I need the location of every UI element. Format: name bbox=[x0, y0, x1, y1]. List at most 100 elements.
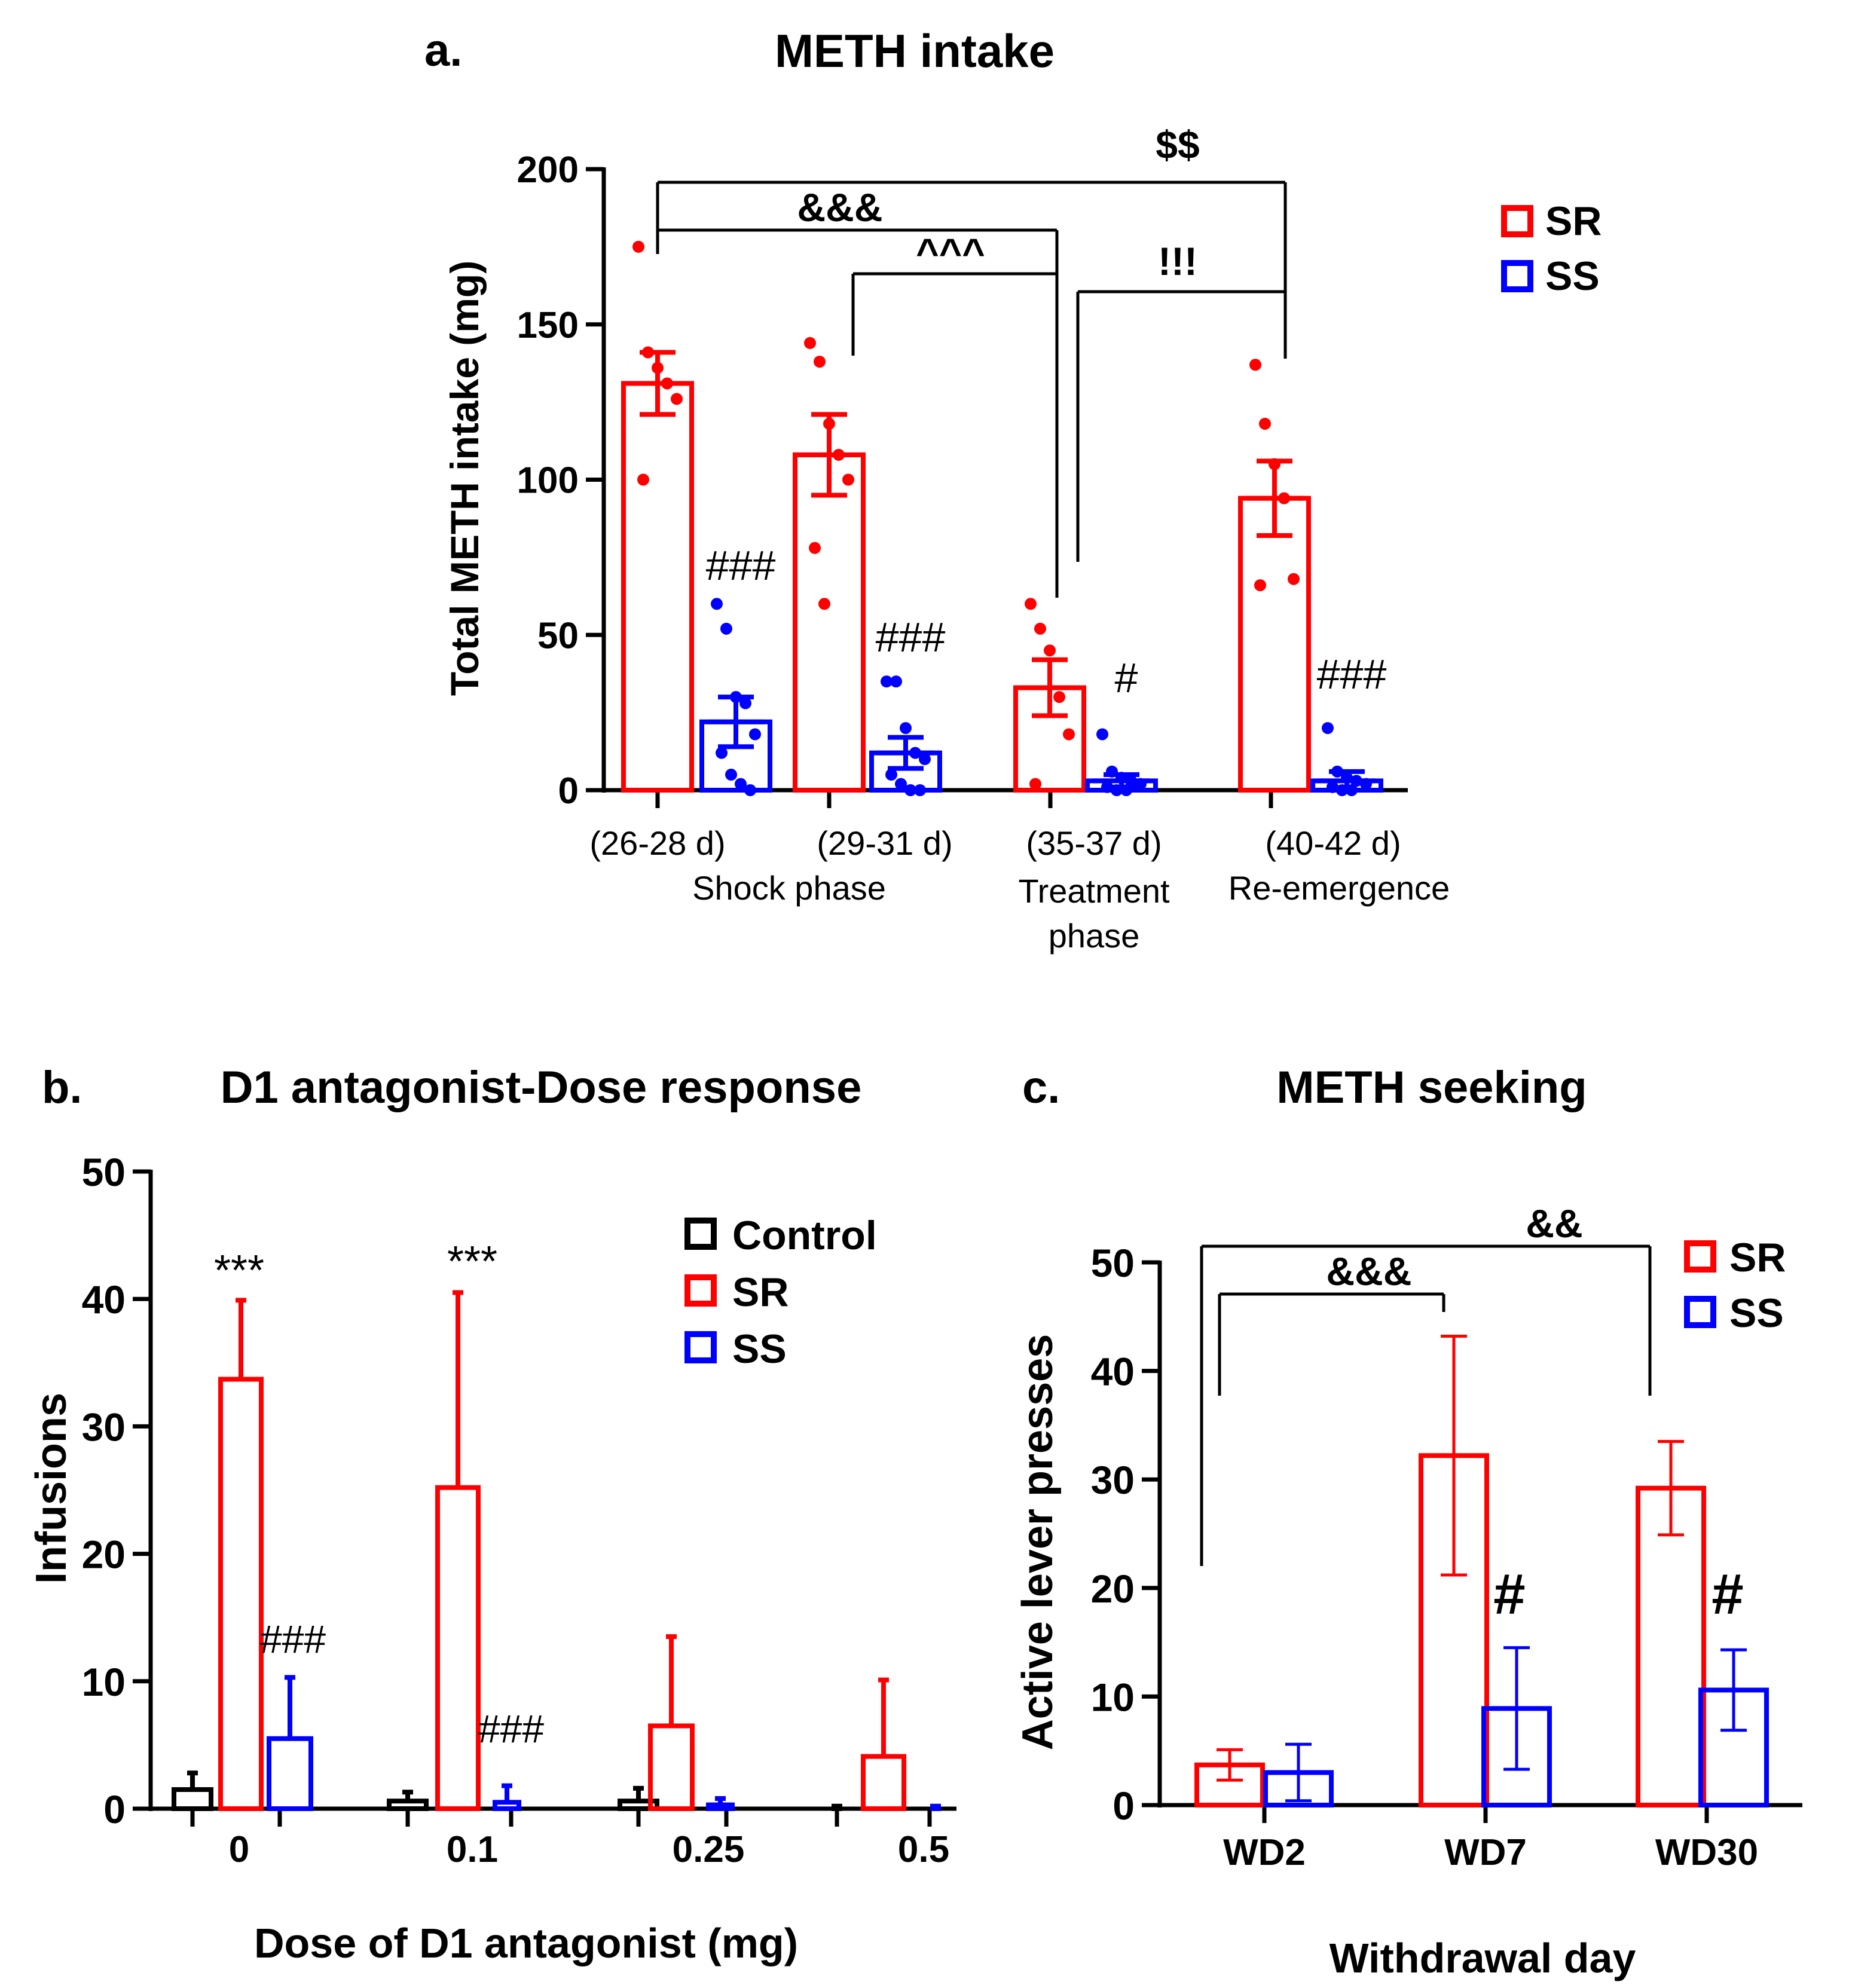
panel-b-annotation-ss-01: ### bbox=[478, 1706, 544, 1751]
panel-a-point-ss-0-0 bbox=[711, 598, 723, 610]
panel-a-bracket-label-3: !!! bbox=[1158, 239, 1197, 283]
panel-a-point-sr-0-3 bbox=[661, 377, 673, 390]
panel-a-point-sr-0-1 bbox=[642, 346, 654, 359]
panel-b-bar-sr-3 bbox=[861, 1754, 906, 1811]
panel-a-phase-reemergence: Re-emergence bbox=[1228, 869, 1450, 907]
panel-a-ytick-label-3: 150 bbox=[517, 305, 579, 346]
panel-b-ytick-label-2: 20 bbox=[82, 1533, 126, 1577]
panel-a-point-ss-3-4 bbox=[1360, 778, 1372, 790]
panel-a-point-ss-2-2 bbox=[1115, 772, 1127, 784]
panel-a-point-ss-1-6 bbox=[895, 778, 907, 790]
panel-a-point-ss-0-6 bbox=[725, 769, 737, 781]
panel-b-ytick-label-1: 10 bbox=[82, 1660, 126, 1704]
panel-a-point-sr-3-2 bbox=[1269, 458, 1280, 470]
panel-a-cat-3: (40-42 d) bbox=[1265, 824, 1401, 862]
panel-c-xlabel: Withdrawal day bbox=[1330, 1935, 1636, 1981]
panel-a-point-ss-1-0 bbox=[881, 675, 893, 688]
panel-b-ytick-label-4: 40 bbox=[82, 1277, 126, 1322]
panel-c-ytick-label-0: 0 bbox=[1113, 1784, 1135, 1828]
panel-c-ytick-label-2: 20 bbox=[1091, 1567, 1135, 1611]
panel-a-point-ss-2-0 bbox=[1096, 728, 1108, 741]
panel-a-within-label-0: ### bbox=[706, 542, 776, 589]
panel-b-ytick-label-5: 50 bbox=[82, 1150, 126, 1194]
panel-a-point-sr-2-4 bbox=[1063, 728, 1075, 741]
panel-a-point-sr-3-4 bbox=[1288, 573, 1300, 585]
panel-a-point-ss-3-5 bbox=[1327, 781, 1338, 793]
legend-label-control: Control bbox=[732, 1213, 877, 1258]
panel-a-cat-2: (35-37 d) bbox=[1026, 824, 1162, 862]
panel-a-point-ss-2-7 bbox=[1120, 784, 1132, 796]
legend-swatch-control bbox=[684, 1218, 717, 1250]
panel-a-point-ss-2-1 bbox=[1106, 765, 1118, 778]
panel-c-bars bbox=[1194, 1334, 1769, 1808]
panel-a-point-ss-0-3 bbox=[739, 697, 751, 709]
legend-swatch-ss bbox=[1501, 260, 1533, 292]
panel-c-letter: c. bbox=[1022, 1062, 1060, 1113]
panel-b-title: D1 antagonist-Dose response bbox=[221, 1062, 862, 1113]
panel-a-within-label-1: ### bbox=[876, 614, 946, 660]
panel-a-point-ss-3-6 bbox=[1336, 784, 1348, 796]
panel-a-ytick-label-0: 0 bbox=[558, 770, 579, 812]
panel-a-bars bbox=[621, 350, 1383, 793]
panel-b-bar-control-0 bbox=[172, 1787, 213, 1812]
legend-swatch-ss-c bbox=[1684, 1296, 1716, 1328]
panel-b-bar-sr-2 bbox=[648, 1723, 695, 1811]
panel-a-point-sr-0-5 bbox=[637, 473, 649, 486]
legend-label-sr: SR bbox=[1545, 198, 1602, 244]
panel-a-points bbox=[632, 240, 1372, 796]
panel-a-ytick-label-2: 100 bbox=[517, 460, 579, 501]
panel-b-cat-1: 0.1 bbox=[447, 1829, 498, 1870]
panel-a-point-ss-1-5 bbox=[885, 769, 897, 781]
panel-a-point-ss-2-4 bbox=[1135, 778, 1147, 790]
panel-a-bracket-label-1: &&& bbox=[797, 185, 883, 230]
panel-c-legend: SR SS bbox=[1684, 1235, 1786, 1336]
panel-c-bracket-label-0: &&& bbox=[1327, 1249, 1412, 1293]
legend-swatch-sr-b bbox=[684, 1274, 717, 1307]
legend-label-ss: SS bbox=[1545, 253, 1600, 299]
panel-a-cat-1: (29-31 d) bbox=[817, 824, 952, 862]
panel-a-point-sr-3-5 bbox=[1254, 579, 1266, 592]
panel-a-point-sr-1-3 bbox=[833, 448, 845, 461]
panel-a-point-ss-2-6 bbox=[1111, 784, 1123, 796]
panel-a-point-ss-3-1 bbox=[1331, 765, 1343, 778]
panel-a-point-sr-3-3 bbox=[1278, 492, 1290, 504]
panel-a-point-sr-0-0 bbox=[632, 240, 644, 253]
panel-a-point-sr-1-1 bbox=[814, 356, 826, 368]
panel-a-point-sr-2-1 bbox=[1034, 622, 1046, 635]
panel-a-point-ss-1-1 bbox=[890, 675, 902, 688]
panel-a-point-ss-0-2 bbox=[730, 691, 742, 704]
panel-b-cat-2: 0.25 bbox=[673, 1829, 745, 1870]
panel-b-letter: b. bbox=[42, 1062, 82, 1113]
panel-b-annotation-sr-01: *** bbox=[447, 1238, 497, 1286]
panel-a-point-sr-3-1 bbox=[1259, 417, 1271, 430]
panel-a-legend: SR SS bbox=[1501, 198, 1602, 299]
panel-a-brackets: ####### ###$$&&&^^^!!! bbox=[656, 123, 1386, 701]
panel-a-bracket-label-0: $$ bbox=[1156, 123, 1199, 167]
panel-b-bar-control-1 bbox=[387, 1799, 429, 1812]
panel-a-point-sr-1-5 bbox=[809, 542, 821, 554]
panel-c-ytick-label-3: 30 bbox=[1091, 1458, 1135, 1502]
panel-a-point-ss-0-7 bbox=[735, 778, 747, 790]
panel-a-point-ss-0-1 bbox=[720, 622, 732, 635]
panel-b-ytick-label-0: 0 bbox=[103, 1787, 126, 1831]
panel-b-bar-ss-2 bbox=[706, 1802, 735, 1812]
panel-b-ytick-label-3: 30 bbox=[82, 1405, 126, 1449]
panel-a-point-ss-1-4 bbox=[919, 753, 931, 766]
panel-a-point-ss-1-8 bbox=[914, 784, 926, 796]
panel-a-point-sr-2-3 bbox=[1053, 691, 1065, 704]
legend-swatch-sr-c bbox=[1684, 1240, 1716, 1273]
panel-c-ylabel: Active lever presses bbox=[1014, 1334, 1062, 1750]
panel-a-point-sr-2-0 bbox=[1025, 598, 1037, 610]
legend-swatch-ss-b bbox=[684, 1331, 717, 1363]
panel-c-brackets: &&&&& bbox=[1200, 1201, 1652, 1566]
panel-a-point-sr-2-5 bbox=[1029, 778, 1041, 790]
panel-a-letter: a. bbox=[424, 25, 462, 76]
panel-a-point-sr-1-2 bbox=[823, 417, 835, 430]
panel-c-annotation-wd7: # bbox=[1493, 1562, 1525, 1626]
panel-b-legend: Control SR SS bbox=[684, 1213, 877, 1372]
panel-a-ytick-label-1: 50 bbox=[537, 615, 579, 656]
panel-a-point-ss-2-3 bbox=[1125, 775, 1137, 787]
panel-b-bar-ss-1 bbox=[493, 1800, 521, 1812]
panel-a-bracket-label-2: ^^^ bbox=[916, 230, 985, 274]
